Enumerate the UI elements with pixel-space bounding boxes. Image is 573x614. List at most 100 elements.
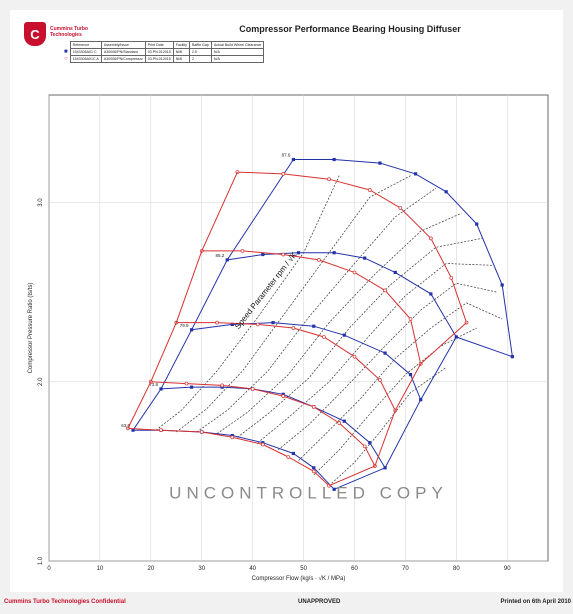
data-point-circle (449, 275, 454, 280)
data-point-square (342, 419, 346, 423)
data-point-circle (281, 172, 286, 176)
data-point-square (296, 251, 301, 255)
data-point-circle (240, 249, 245, 253)
data-point-circle (220, 383, 224, 388)
speed-line-label: 63.5 (121, 423, 130, 428)
data-point-square (429, 292, 433, 296)
page-footer: Cummins Turbo Technologies Confidential … (0, 599, 573, 611)
data-point-circle (362, 444, 367, 449)
data-point-square (414, 172, 418, 176)
data-point-circle (337, 421, 342, 425)
x-tick-label: 60 (351, 566, 358, 572)
data-point-circle (291, 326, 296, 330)
data-point-circle (317, 258, 321, 262)
data-point-circle (311, 469, 316, 474)
cummins-logo-icon: C (24, 22, 46, 46)
data-point-circle (367, 188, 372, 192)
y-axis-label: Compressor Pressure Ratio (ts/ts) (28, 283, 34, 374)
data-point-square (393, 270, 397, 275)
data-point-square (408, 373, 413, 377)
legend-marker-circle-icon: ○ (64, 56, 68, 62)
speed-line (127, 427, 330, 487)
speed-parameter-annotation: Speed Parameter rpm / √K (233, 250, 299, 331)
uncontrolled-copy-watermark: UNCONTROLLED COPY (169, 483, 448, 502)
data-point-circle (322, 335, 326, 339)
data-point-circle (327, 177, 331, 182)
x-tick-label: 10 (97, 566, 104, 572)
speed-line-label: 85.2 (215, 253, 224, 258)
data-point-circle (383, 288, 387, 293)
x-tick-label: 40 (249, 566, 256, 572)
data-point-square (383, 351, 387, 355)
data-point-circle (215, 320, 219, 325)
data-point-square (291, 451, 296, 456)
speed-line (133, 429, 335, 490)
speed-line-label: 73.8 (149, 382, 158, 387)
data-point-circle (255, 322, 260, 327)
speed-line-label: 79.9 (180, 323, 189, 328)
legend-marker-square-icon: ■ (64, 49, 68, 55)
efficiency-line (196, 187, 437, 433)
data-point-square (342, 333, 346, 337)
x-tick-label: 0 (47, 566, 51, 572)
x-tick-label: 80 (453, 566, 460, 572)
efficiency-line (328, 367, 447, 486)
data-point-square (378, 161, 382, 165)
surge-line (127, 171, 238, 429)
data-point-circle (184, 381, 189, 386)
speed-line (191, 322, 422, 400)
x-tick-label: 90 (504, 566, 511, 572)
data-point-circle (408, 317, 413, 321)
choke-line (328, 322, 467, 487)
efficiency-line (298, 302, 503, 461)
logo-text: Cummins Turbo Technologies (50, 26, 88, 38)
data-point-circle (159, 428, 163, 433)
data-point-square (500, 283, 504, 287)
speed-line (176, 322, 396, 411)
data-point-square (475, 222, 479, 226)
x-tick-label: 50 (300, 566, 307, 572)
speed-line (150, 381, 376, 467)
print-date: Printed on 6th April 2010 (500, 599, 571, 605)
data-point-circle (261, 442, 265, 447)
y-tick-label: 1.0 (38, 556, 44, 565)
data-point-square (368, 441, 372, 445)
company-logo: C Cummins Turbo Technologies (24, 22, 114, 46)
data-point-square (332, 157, 336, 162)
data-point-circle (281, 252, 286, 257)
data-point-square (444, 190, 448, 194)
data-point-square (230, 322, 234, 327)
data-point-circle (352, 354, 357, 359)
page-title: Compressor Performance Bearing Housing D… (239, 24, 461, 34)
x-axis-label: Compressor Flow (kg/s · √K / MPa) (252, 575, 346, 582)
data-point-circle (352, 270, 357, 275)
legend-cell: NMI (172, 55, 190, 63)
speed-line (293, 159, 513, 357)
data-point-square (312, 324, 316, 328)
data-point-circle (286, 455, 291, 459)
data-point-circle (398, 206, 403, 210)
data-point-circle (250, 387, 255, 391)
y-tick-label: 2.0 (38, 377, 44, 386)
data-point-circle (199, 430, 204, 434)
chart-sheet: C Cummins Turbo Technologies Compressor … (10, 10, 563, 592)
compressor-map-chart: 0 10 20 30 40 50 60 70 80 90 1.0 2.0 3.0 Compressor F… (28, 94, 549, 582)
x-tick-label: 20 (147, 566, 154, 572)
data-point-square (312, 466, 316, 470)
speed-line (237, 171, 467, 323)
choke-line (333, 336, 513, 490)
efficiency-line (237, 238, 482, 438)
legend-cell: N/A (210, 55, 265, 63)
data-point-square (189, 385, 194, 389)
speed-line (160, 386, 386, 469)
data-point-square (332, 251, 336, 255)
legend-cell: 2 (188, 55, 212, 63)
efficiency-line (257, 263, 493, 443)
data-point-square (271, 321, 275, 325)
x-tick-label: 70 (402, 566, 409, 572)
data-point-square (363, 256, 367, 260)
speed-line-label: 87.6 (282, 153, 291, 158)
efficiency-line (176, 175, 411, 433)
data-point-circle (378, 378, 382, 382)
speed-line (201, 250, 422, 364)
